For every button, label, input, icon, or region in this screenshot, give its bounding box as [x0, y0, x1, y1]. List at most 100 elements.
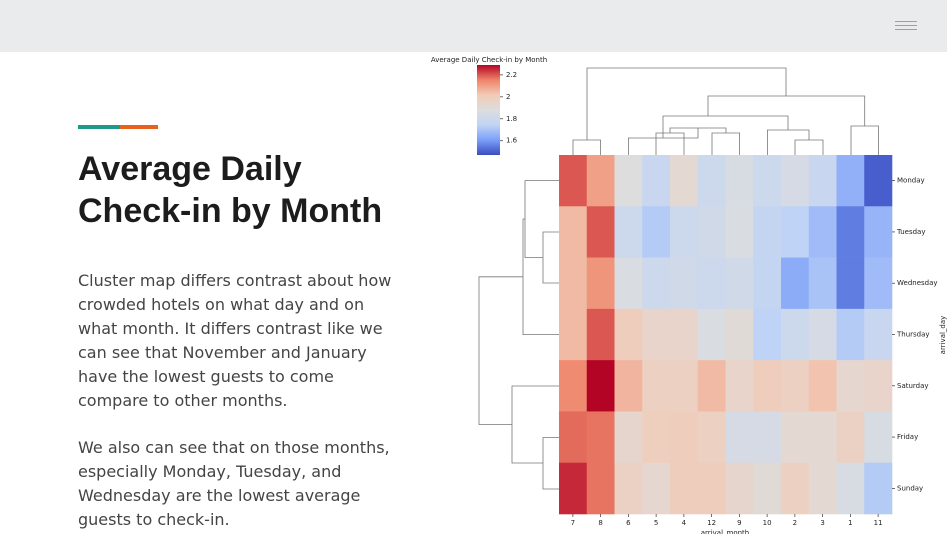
heatmap-cell: [725, 360, 754, 412]
heatmap-cell: [864, 462, 893, 515]
heatmap-cell: [808, 360, 837, 412]
heatmap-cell: [697, 462, 726, 515]
heatmap-cell: [808, 257, 837, 310]
heatmap-cell: [670, 155, 699, 207]
heatmap-cell: [781, 411, 810, 464]
heatmap-cell: [808, 411, 837, 464]
heatmap-cell: [642, 308, 671, 361]
y-axis-label: arrival_day: [939, 316, 947, 355]
heatmap-cell: [864, 206, 893, 258]
x-tick-label: 9: [737, 519, 741, 527]
heatmap-cell: [725, 308, 754, 361]
colorbar: [477, 65, 500, 155]
heatmap-cell: [670, 360, 699, 412]
y-tick-label: Tuesday: [896, 228, 925, 236]
heatmap-cell: [753, 308, 782, 361]
heatmap-cell: [781, 257, 810, 310]
heatmap-cell: [586, 308, 615, 361]
heatmap-cell: [642, 462, 671, 515]
heatmap-cell: [586, 206, 615, 258]
x-tick-label: 6: [626, 519, 631, 527]
heatmap-cell: [614, 308, 643, 361]
menu-icon[interactable]: [895, 21, 917, 22]
heatmap-cell: [697, 257, 726, 310]
heatmap-cell: [864, 308, 893, 361]
menu-icon[interactable]: [895, 29, 917, 30]
heatmap-cell: [614, 411, 643, 464]
heatmap-cell: [836, 257, 865, 310]
heatmap-cell: [725, 155, 754, 207]
heatmap-cell: [836, 308, 865, 361]
slide-title: Average Daily Check-in by Month: [78, 150, 383, 230]
menu-icon[interactable]: [895, 25, 917, 26]
heatmap-cell: [753, 360, 782, 412]
heatmap-cell: [753, 155, 782, 207]
heatmap-cell: [559, 257, 588, 310]
heatmap-cell: [697, 360, 726, 412]
dendrogram: [478, 180, 559, 490]
colorbar-tick-label: 2: [506, 93, 510, 101]
heatmap-cell: [697, 206, 726, 258]
paragraph: Cluster map differs contrast about how c…: [78, 271, 392, 410]
y-tick-label: Sunday: [897, 484, 923, 492]
heatmap-cell: [642, 257, 671, 310]
heatmap-cell: [559, 155, 588, 207]
heatmap-cell: [753, 411, 782, 464]
heatmap-cell: [642, 206, 671, 258]
heatmap-cell: [559, 462, 588, 515]
heatmap-cell: [725, 257, 754, 310]
x-tick-label: 12: [707, 519, 716, 527]
heatmap-cell: [725, 206, 754, 258]
x-tick-label: 7: [571, 519, 575, 527]
x-tick-label: 4: [682, 519, 687, 527]
heatmap-cell: [808, 206, 837, 258]
heatmap-cell: [614, 155, 643, 207]
x-tick-label: 1: [848, 519, 852, 527]
y-tick-label: Monday: [897, 177, 925, 185]
heatmap-cell: [781, 155, 810, 207]
heatmap-cell: [642, 411, 671, 464]
heatmap-cell: [808, 308, 837, 361]
y-tick-label: Friday: [897, 433, 918, 441]
heatmap-cell: [697, 155, 726, 207]
heatmap-cell: [781, 462, 810, 515]
y-tick-label: Thursday: [896, 331, 930, 339]
y-tick-label: Saturday: [897, 382, 929, 390]
colorbar-title: Average Daily Check-in by Month: [431, 56, 547, 64]
heatmap-cell: [753, 257, 782, 310]
heatmap-cell: [808, 155, 837, 207]
heatmap-cell: [864, 155, 893, 207]
paragraph: We also can see that on those months, es…: [78, 438, 390, 529]
top-bar: [0, 0, 947, 52]
x-tick-label: 10: [763, 519, 772, 527]
heatmap-cell: [586, 360, 615, 412]
heatmap-cell: [642, 360, 671, 412]
x-tick-label: 2: [793, 519, 797, 527]
x-tick-label: 11: [874, 519, 883, 527]
heatmap-cell: [614, 257, 643, 310]
heatmap-cell: [836, 206, 865, 258]
heatmap-cell: [836, 155, 865, 207]
heatmap-cell: [781, 360, 810, 412]
heatmap-cell: [864, 257, 893, 310]
heatmap-cell: [781, 308, 810, 361]
x-tick-label: 8: [598, 519, 602, 527]
x-tick-label: 5: [654, 519, 658, 527]
accent-bar: [78, 125, 120, 129]
heatmap-cell: [753, 206, 782, 258]
heatmap-cell: [559, 206, 588, 258]
y-tick-label: Wednesday: [897, 279, 938, 287]
heatmap-cell: [836, 462, 865, 515]
heatmap-cell: [559, 360, 588, 412]
heatmap-cell: [559, 411, 588, 464]
heatmap-cell: [614, 206, 643, 258]
colorbar-tick-label: 1.8: [506, 115, 517, 123]
heatmap-cell: [642, 155, 671, 207]
heatmap-cell: [836, 360, 865, 412]
heatmap-cell: [586, 462, 615, 515]
heatmap-cell: [586, 257, 615, 310]
heatmap-cell: [670, 308, 699, 361]
x-axis-label: arrival_month: [701, 529, 749, 534]
heatmap-cell: [614, 462, 643, 515]
heatmap-cell: [808, 462, 837, 515]
